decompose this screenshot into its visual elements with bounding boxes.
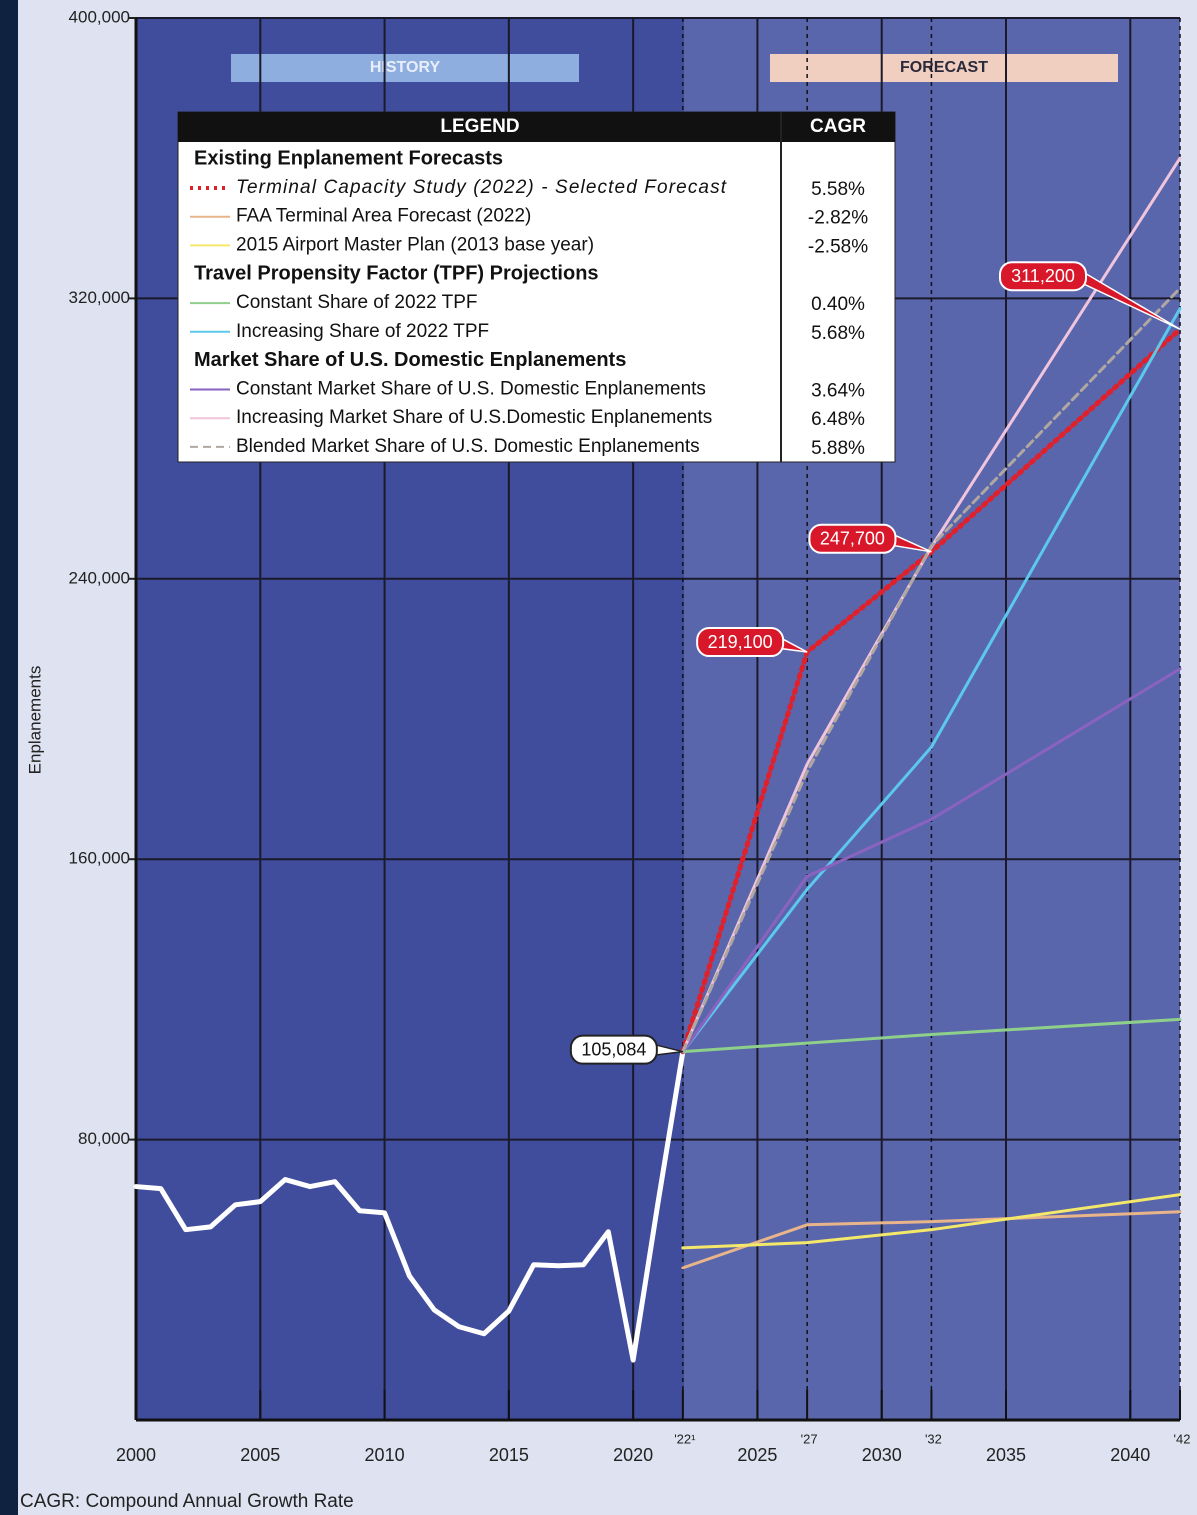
legend-cagr: 5.88% [811,438,865,459]
cagr-title: CAGR [810,116,866,137]
x-tick-label: 2000 [116,1445,156,1465]
x-tick-label: '42 [1174,1431,1191,1446]
x-tick-label: 2030 [862,1445,902,1465]
x-tick-label: 2005 [240,1445,280,1465]
legend-label: Increasing Market Share of U.S.Domestic … [236,407,712,428]
legend-cagr: 5.68% [811,323,865,344]
x-tick-label: '27 [801,1431,818,1446]
history-label: HISTORY [370,59,441,76]
footnote: CAGR: Compound Annual Growth Rate [20,1491,354,1512]
y-tick-label: 320,000 [69,288,130,307]
y-tick-label: 80,000 [78,1129,130,1148]
legend-label: Terminal Capacity Study (2022) - Selecte… [236,177,727,198]
x-tick-label: 2020 [613,1445,653,1465]
forecast-label: FORECAST [900,59,988,76]
legend-header [178,112,895,142]
legend-label: FAA Terminal Area Forecast (2022) [236,206,531,227]
x-tick-label: '22¹ [674,1431,696,1446]
x-tick-label: 2015 [489,1445,529,1465]
legend-cagr: -2.58% [808,236,868,257]
callout-box [569,1034,658,1065]
legend-cagr: 5.58% [811,179,865,200]
series-line [681,286,1182,1054]
callout-box [808,523,897,554]
lines [133,156,1183,1363]
legend-label: 2015 Airport Master Plan (2013 base year… [236,234,594,255]
series-line [681,307,1182,1054]
data-label: 247,700 [820,529,885,549]
x-tick-label: 2025 [737,1445,777,1465]
x-tick-label: 2040 [1110,1445,1150,1465]
legend-box [177,111,896,463]
legend-label: Constant Share of 2022 TPF [236,292,478,313]
data-label: 311,200 [1011,266,1075,286]
legend-cagr: 3.64% [811,381,865,402]
legend-label: Constant Market Share of U.S. Domestic E… [236,379,706,400]
legend-title: LEGEND [440,116,519,137]
legend-cagr: 6.48% [811,409,865,430]
callout-box [999,261,1087,292]
series-line [680,326,1183,1055]
callouts: 105,084 219,100 247,700 311,200 [569,261,1181,1065]
y-tick-label: 400,000 [69,7,130,26]
x-tick-label: '32 [925,1431,942,1446]
y-tick-label: 160,000 [69,849,130,868]
legend-group: Market Share of U.S. Domestic Enplanemen… [194,349,626,371]
data-label: 219,100 [708,632,773,652]
series-line [133,1049,686,1363]
history-banner [231,54,579,82]
legend-group: Existing Enplanement Forecasts [194,147,503,169]
series-line [681,1017,1182,1054]
y-axis-title: Enplanements [25,666,44,775]
data-label: 105,084 [581,1039,646,1059]
legend-cagr: -2.82% [808,208,868,229]
series-line [681,667,1182,1054]
legend-label: Increasing Share of 2022 TPF [236,321,489,342]
x-tick-label: 2010 [365,1445,405,1465]
y-tick-label: 240,000 [69,568,130,587]
forecast-banner [770,54,1118,82]
legend-group: Travel Propensity Factor (TPF) Projectio… [194,262,599,284]
series-line [681,1193,1182,1250]
callout-box [696,627,785,658]
side-strip [0,0,18,1515]
legend-cagr: 0.40% [811,294,865,315]
legend: LEGEND CAGR Existing Enplanement Forecas… [177,111,896,463]
legend-label: Blended Market Share of U.S. Domestic En… [236,436,700,457]
x-tick-label: 2035 [986,1445,1026,1465]
